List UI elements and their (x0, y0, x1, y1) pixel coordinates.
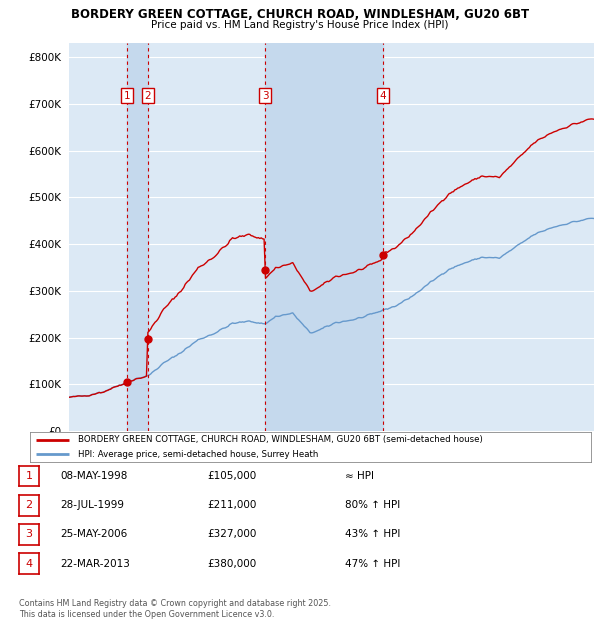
Text: 4: 4 (26, 559, 32, 569)
Text: 4: 4 (379, 91, 386, 100)
Text: 80% ↑ HPI: 80% ↑ HPI (345, 500, 400, 510)
Text: 1: 1 (124, 91, 130, 100)
Text: 1: 1 (26, 471, 32, 481)
Text: Contains HM Land Registry data © Crown copyright and database right 2025.
This d: Contains HM Land Registry data © Crown c… (19, 600, 331, 619)
Text: 28-JUL-1999: 28-JUL-1999 (60, 500, 124, 510)
Text: ≈ HPI: ≈ HPI (345, 471, 374, 481)
Text: BORDERY GREEN COTTAGE, CHURCH ROAD, WINDLESHAM, GU20 6BT: BORDERY GREEN COTTAGE, CHURCH ROAD, WIND… (71, 8, 529, 21)
Text: 25-MAY-2006: 25-MAY-2006 (60, 529, 127, 539)
Text: £211,000: £211,000 (207, 500, 256, 510)
Text: 2: 2 (145, 91, 151, 100)
Bar (265, 43, 383, 431)
Text: 2: 2 (26, 500, 32, 510)
Text: 22-MAR-2013: 22-MAR-2013 (60, 559, 130, 569)
Bar (127, 43, 148, 431)
Text: £380,000: £380,000 (207, 559, 256, 569)
Text: HPI: Average price, semi-detached house, Surrey Heath: HPI: Average price, semi-detached house,… (77, 450, 318, 459)
Text: 3: 3 (262, 91, 269, 100)
Text: 08-MAY-1998: 08-MAY-1998 (60, 471, 127, 481)
Text: 43% ↑ HPI: 43% ↑ HPI (345, 529, 400, 539)
Text: 47% ↑ HPI: 47% ↑ HPI (345, 559, 400, 569)
Text: 3: 3 (26, 529, 32, 539)
Text: Price paid vs. HM Land Registry's House Price Index (HPI): Price paid vs. HM Land Registry's House … (151, 20, 449, 30)
Text: £327,000: £327,000 (207, 529, 256, 539)
Text: BORDERY GREEN COTTAGE, CHURCH ROAD, WINDLESHAM, GU20 6BT (semi-detached house): BORDERY GREEN COTTAGE, CHURCH ROAD, WIND… (77, 435, 482, 444)
Text: £105,000: £105,000 (207, 471, 256, 481)
